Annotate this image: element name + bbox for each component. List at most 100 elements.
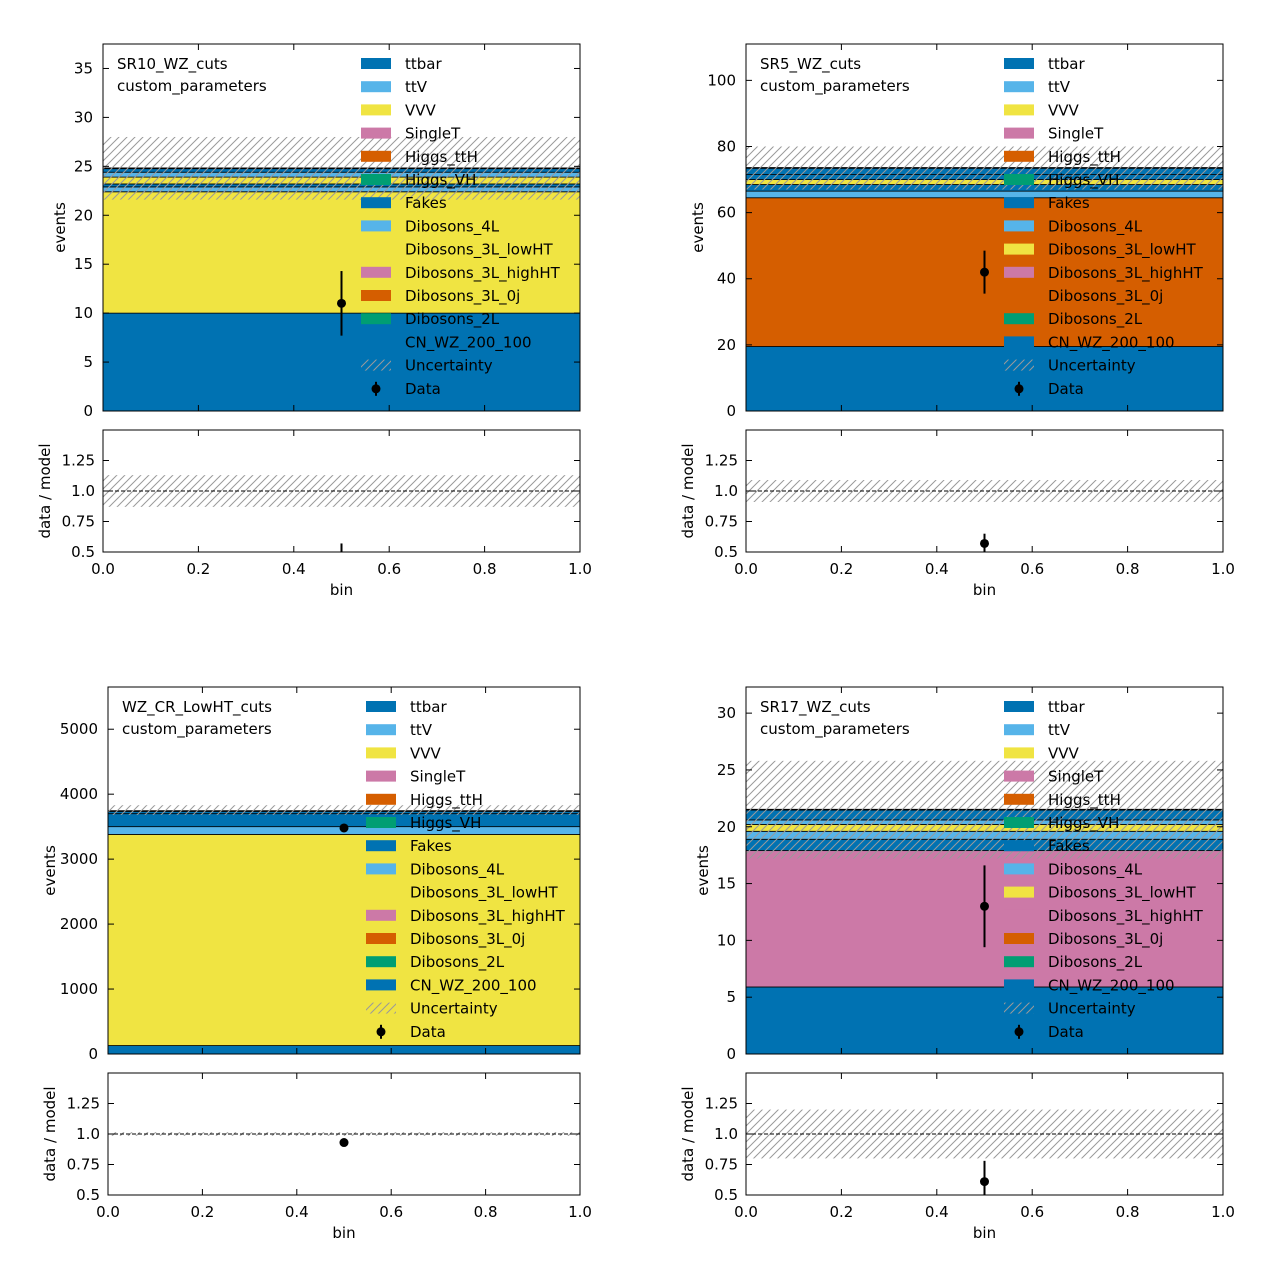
x-tick-label: 0.4 (925, 1203, 949, 1221)
ratio-data-point (980, 538, 989, 548)
legend-swatch-ttv (1004, 724, 1034, 736)
x-tick-label: 0.8 (473, 560, 497, 578)
x-tick-label: 1.0 (568, 1203, 592, 1221)
legend-label: SingleT (1048, 768, 1104, 786)
y-tick-label: 3000 (60, 850, 98, 868)
legend-label: Dibosons_2L (1048, 953, 1143, 972)
legend-label: Uncertainty (410, 1000, 498, 1018)
legend-label: Higgs_VH (1048, 814, 1119, 833)
legend-swatch-ttv (1004, 81, 1034, 93)
main-axes-frame (745, 686, 1224, 1055)
ratio-y-axis-label: data / model (679, 1086, 697, 1181)
x-axis-label: bin (973, 1224, 996, 1242)
legend-swatch-dibosons-3l-lowht (366, 886, 396, 898)
x-tick-label: 0.6 (1020, 1203, 1044, 1221)
x-axis-label: bin (973, 581, 996, 599)
y-tick-label: 35 (74, 59, 93, 77)
x-axis-label: bin (330, 581, 353, 599)
legend-swatch-singlet (1004, 127, 1034, 139)
legend-swatch-higgs-vh (361, 174, 391, 185)
legend-label: SingleT (410, 768, 466, 786)
y-tick-label: 15 (74, 255, 93, 273)
ratio-y-tick-label: 1.25 (67, 1095, 100, 1113)
legend-swatch-vvv (1004, 747, 1034, 759)
legend-swatch-dibosons-3l-0j (366, 933, 396, 944)
legend-label: Dibosons_2L (405, 310, 500, 329)
legend-label: SingleT (405, 125, 461, 143)
x-tick-label: 0.4 (285, 1203, 309, 1221)
x-tick-label: 0.8 (474, 1203, 498, 1221)
region-subtitle: custom_parameters (117, 77, 267, 96)
legend-label: VVV (405, 101, 437, 119)
legend-marker-data (371, 384, 381, 394)
legend-swatch-dibosons-3l-0j (361, 290, 391, 301)
region-title: WZ_CR_LowHT_cuts (122, 698, 272, 717)
legend-swatch-ttv (366, 724, 396, 736)
legend-swatch-singlet (361, 127, 391, 139)
legend-swatch-ttbar (366, 701, 396, 712)
ratio-y-tick-label: 1.0 (714, 1125, 738, 1143)
legend-label: Dibosons_3L_0j (1048, 287, 1163, 306)
legend-swatch-fakes (1004, 840, 1034, 852)
uncertainty-band (746, 760, 1223, 859)
legend-swatch-dibosons-3l-0j (1004, 933, 1034, 944)
legend-swatch-singlet (366, 770, 396, 782)
x-tick-label: 1.0 (1211, 1203, 1235, 1221)
region-subtitle: custom_parameters (760, 720, 910, 739)
ratio-y-tick-label: 0.5 (76, 1186, 100, 1204)
y-tick-label: 5000 (60, 720, 98, 738)
chart-panel-3: 0 1000 2000 3000 4000 5000 events WZ_CR_LowHT_c… (41, 686, 592, 1242)
legend-swatch-cn-wz-200-100 (1004, 979, 1034, 991)
legend-label: Higgs_ttH (1048, 148, 1121, 167)
ratio-y-tick-label: 0.5 (714, 543, 738, 561)
legend-label: Dibosons_3L_lowHT (1048, 241, 1197, 260)
stack-segment-dibosons-3l-0j (107, 1045, 581, 1055)
legend-label: Dibosons_3L_0j (405, 287, 520, 306)
legend-label: ttbar (1048, 698, 1085, 716)
legend-swatch-cn-wz-200-100 (366, 979, 396, 991)
x-tick-label: 0.6 (377, 560, 401, 578)
legend-label: ttbar (410, 698, 447, 716)
legend-label: Dibosons_3L_lowHT (1048, 884, 1197, 903)
legend-label: Dibosons_4L (405, 217, 500, 236)
chart-panel-4: 0 5 10 15 20 25 30 events SR17_WZ_cuts custom_par… (679, 686, 1235, 1242)
legend-label: VVV (1048, 101, 1080, 119)
legend-swatch-higgs-vh (1004, 174, 1034, 185)
y-tick-label: 0 (726, 402, 736, 420)
legend-swatch-cn-wz-200-100 (1004, 336, 1034, 348)
data-point (980, 267, 989, 277)
y-tick-label: 0 (726, 1045, 736, 1063)
ratio-y-tick-label: 0.5 (714, 1186, 738, 1204)
x-tick-label: 0.6 (1020, 560, 1044, 578)
legend-label: Uncertainty (1048, 1000, 1136, 1018)
legend-label: Data (410, 1023, 446, 1041)
ratio-y-tick-label: 0.75 (62, 513, 95, 531)
legend-label: Dibosons_3L_lowHT (410, 884, 559, 903)
x-tick-label: 0.8 (1116, 560, 1140, 578)
legend-swatch-dibosons-3l-highht (1004, 266, 1034, 278)
y-tick-label: 40 (717, 270, 736, 288)
legend-label: Data (1048, 1023, 1084, 1041)
x-tick-label: 0.0 (96, 1203, 120, 1221)
legend-swatch-uncertainty (366, 1002, 396, 1014)
uncertainty-band (103, 136, 580, 200)
x-tick-label: 0.2 (186, 560, 210, 578)
main-axes-frame (107, 686, 581, 1055)
legend-label: Fakes (405, 194, 447, 212)
legend-swatch-vvv (1004, 104, 1034, 116)
stack-segment-dibosons-3l-0j (745, 986, 1224, 1055)
legend-swatch-vvv (361, 104, 391, 116)
ratio-y-tick-label: 1.25 (705, 452, 738, 470)
legend-label: Dibosons_3L_0j (410, 930, 525, 949)
main-axes-frame (745, 43, 1224, 412)
legend-swatch-uncertainty (1004, 1002, 1034, 1014)
legend-swatch-dibosons-3l-lowht (1004, 886, 1034, 898)
y-axis-label: events (41, 845, 59, 896)
uncertainty-band (108, 805, 580, 815)
data-point (337, 298, 346, 308)
y-tick-label: 20 (74, 206, 93, 224)
legend-label: ttbar (1048, 55, 1085, 73)
legend-swatch-vvv (366, 747, 396, 759)
legend-label: Fakes (1048, 194, 1090, 212)
